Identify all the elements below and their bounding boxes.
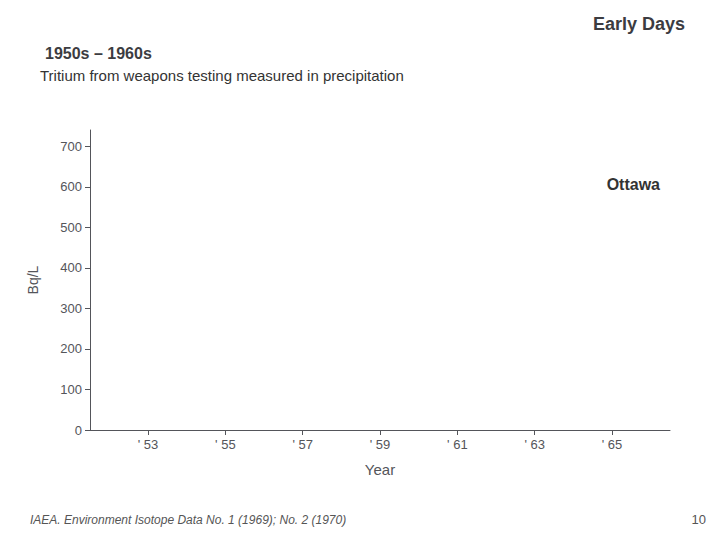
svg-text:' 65: ' 65 [602,437,623,452]
svg-text:500: 500 [60,220,82,235]
svg-text:700: 700 [60,139,82,154]
svg-text:Ottawa: Ottawa [607,176,660,193]
svg-text:' 61: ' 61 [447,437,468,452]
svg-text:200: 200 [60,341,82,356]
svg-text:' 53: ' 53 [138,437,159,452]
svg-text:Bq/L: Bq/L [25,265,41,294]
svg-text:' 55: ' 55 [215,437,236,452]
svg-text:IAEA. Environment Isotope Data: IAEA. Environment Isotope Data No. 1 (19… [30,513,346,527]
svg-text:Year: Year [365,461,395,478]
svg-text:' 63: ' 63 [524,437,545,452]
svg-text:300: 300 [60,301,82,316]
svg-text:Tritium from weapons testing m: Tritium from weapons testing measured in… [40,67,404,84]
svg-text:10: 10 [692,512,706,527]
svg-text:' 57: ' 57 [292,437,313,452]
svg-text:100: 100 [60,382,82,397]
svg-text:1950s – 1960s: 1950s – 1960s [45,45,152,62]
svg-text:0: 0 [75,423,82,438]
svg-text:400: 400 [60,260,82,275]
svg-text:Early Days: Early Days [593,14,685,34]
svg-text:' 59: ' 59 [370,437,391,452]
svg-text:600: 600 [60,179,82,194]
